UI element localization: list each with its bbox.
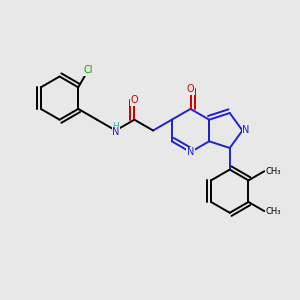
Text: O: O [187, 84, 194, 94]
Text: Cl: Cl [83, 65, 93, 76]
Text: N: N [242, 125, 250, 136]
Text: N: N [187, 147, 194, 157]
Text: CH₃: CH₃ [266, 167, 281, 176]
Text: H: H [112, 122, 119, 131]
Text: O: O [130, 95, 138, 105]
Text: CH₃: CH₃ [266, 207, 281, 216]
Text: N: N [112, 127, 119, 137]
